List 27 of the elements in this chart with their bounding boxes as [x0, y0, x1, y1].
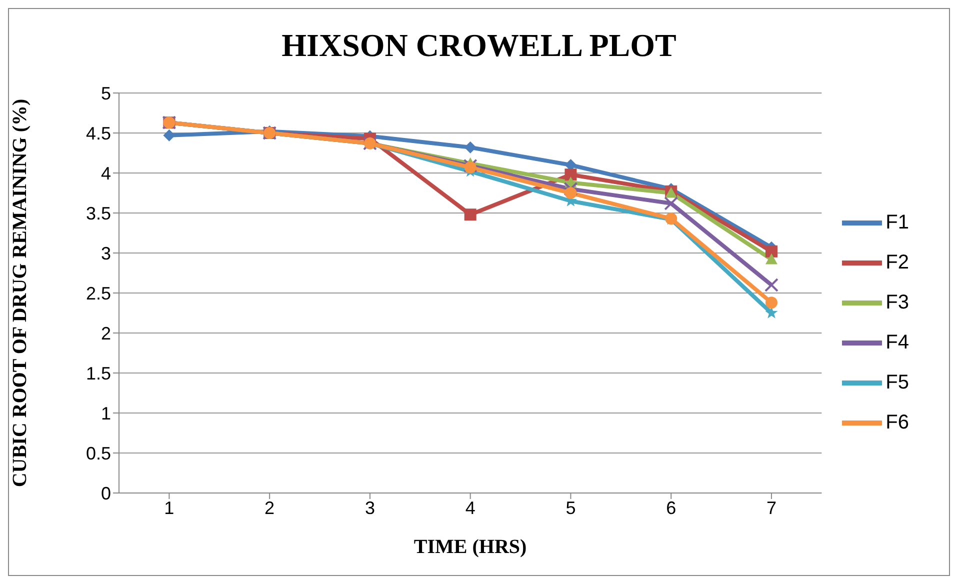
x-axis-title: TIME (HRS): [414, 536, 527, 558]
y-tick-label: 1.5: [86, 363, 111, 384]
y-tick-label: 3: [100, 243, 111, 264]
legend-label: F1: [886, 211, 909, 234]
legend-label: F3: [886, 291, 909, 314]
x-tick-label: 4: [465, 498, 476, 518]
x-tick-label: 1: [164, 498, 174, 518]
legend-label: F5: [886, 371, 909, 394]
x-tick-label: 2: [264, 498, 275, 518]
y-tick-label: 1: [100, 403, 111, 424]
legend-label: F4: [886, 331, 909, 354]
y-tick-label: 2: [100, 323, 111, 344]
y-tick-label: 0.5: [86, 443, 111, 464]
y-tick-label: 4: [100, 163, 111, 184]
x-tick-label: 7: [766, 498, 776, 518]
y-tick-label: 0: [100, 483, 111, 504]
y-axis-title: CUBIC ROOT OF DRUG REMAINING (%): [9, 98, 32, 488]
y-tick-label: 3.5: [86, 203, 111, 224]
chart-title: HIXSON CROWELL PLOT: [280, 26, 678, 65]
y-tick-label: 4.5: [86, 123, 111, 144]
x-tick-label: 3: [364, 498, 375, 518]
legend-label: F6: [886, 411, 909, 434]
x-tick-label: 5: [566, 498, 576, 518]
x-tick-label: 6: [666, 498, 676, 518]
y-tick-label: 5: [100, 83, 111, 104]
y-tick-label: 2.5: [86, 283, 111, 304]
legend-label: F2: [886, 251, 909, 274]
